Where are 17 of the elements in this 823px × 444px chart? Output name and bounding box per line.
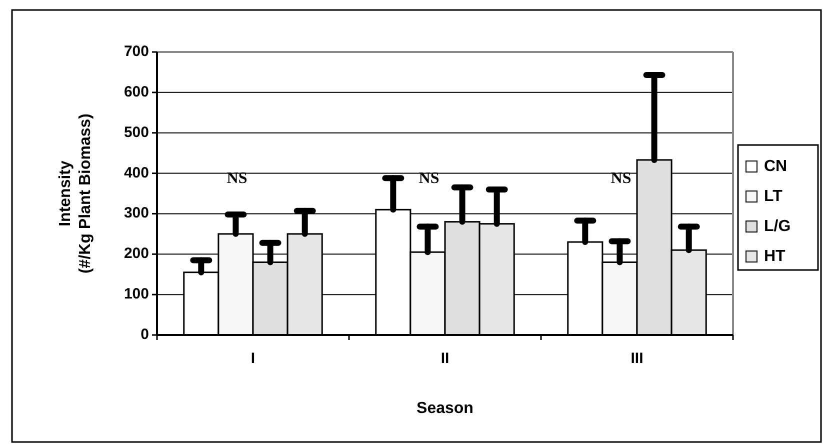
y-tick-label: 0 (140, 326, 149, 343)
y-tick-label: 400 (124, 164, 149, 182)
y-tick-label: 700 (124, 42, 149, 60)
y-tick-label: 300 (124, 204, 149, 222)
legend-label: HT (764, 248, 786, 266)
legend-label: L/G (764, 218, 791, 236)
x-tick-label: II (440, 350, 450, 367)
x-tick-label: III (630, 350, 644, 367)
y-tick-label: 500 (124, 124, 149, 141)
y-tick-label: 600 (124, 83, 149, 100)
x-axis-title: Season (416, 400, 474, 417)
x-tick-label: I (250, 350, 256, 367)
legend-label: CN (764, 158, 788, 176)
y-tick-label: 100 (124, 286, 149, 303)
y-tick-label: 200 (124, 245, 149, 262)
legend-label: LT (764, 188, 783, 206)
y-axis-title: Intensity (#/Kg Plant Biomass) (57, 113, 94, 274)
